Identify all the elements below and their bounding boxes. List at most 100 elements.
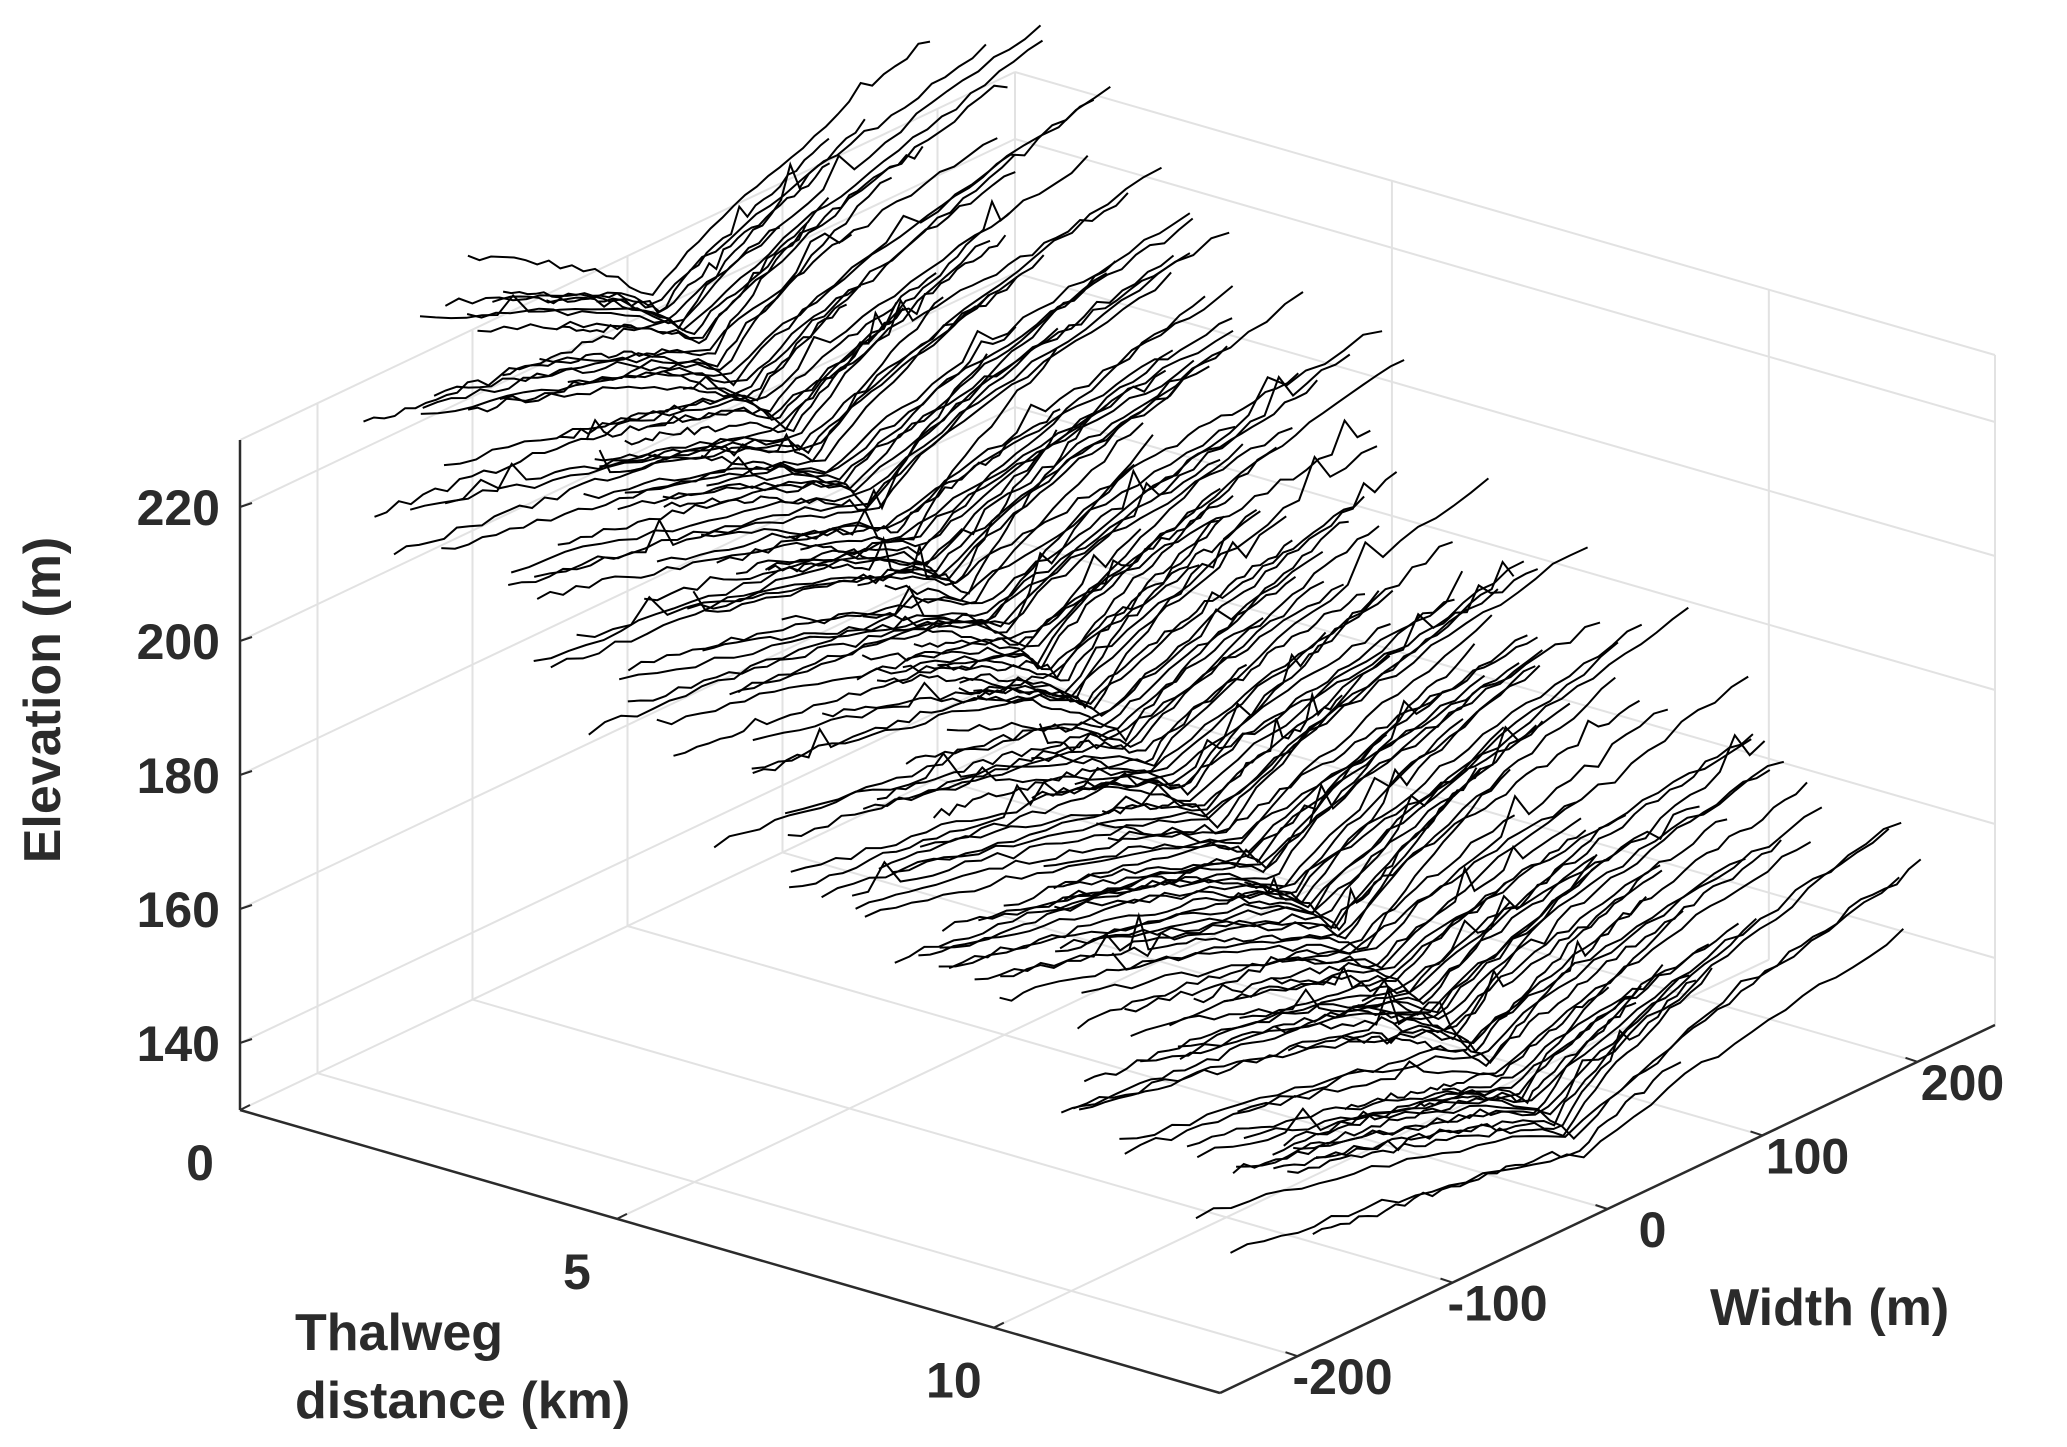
x-tick xyxy=(993,1321,1005,1329)
y-tick xyxy=(1595,1204,1608,1210)
x-axis-line xyxy=(239,1108,1221,1395)
z-tick-label: 140 xyxy=(137,1016,220,1072)
cross-section-line xyxy=(409,239,991,511)
cross-section-line xyxy=(1059,676,1616,950)
tick-marks: 140 160 180 200 220 0 5 10 -200 -100 0 100 200 xyxy=(137,480,2005,1409)
cross-section-line xyxy=(656,443,1244,726)
cross-section-line xyxy=(700,295,1206,548)
cross-section-line xyxy=(1361,781,1808,1045)
cross-section-line xyxy=(891,546,1589,874)
cross-section-line xyxy=(862,583,1345,810)
z-tick-label: 160 xyxy=(137,882,220,938)
cross-section-line xyxy=(1072,853,1598,1110)
cross-section-line xyxy=(1272,943,1710,1156)
cross-section-line xyxy=(663,353,988,511)
cross-section-line xyxy=(1101,690,1343,815)
cross-section-line xyxy=(1043,634,1528,868)
cross-section-line xyxy=(596,145,924,336)
z-tick xyxy=(239,904,253,910)
cross-section-line xyxy=(1081,675,1749,994)
x-axis-label-line-1: Thalweg xyxy=(295,1304,503,1362)
cross-section-line xyxy=(946,525,1380,749)
cross-section-line xyxy=(788,408,1061,541)
cross-section-line xyxy=(363,226,781,423)
cross-section-line xyxy=(594,296,944,463)
cross-section-line xyxy=(729,458,1221,696)
cross-section-line xyxy=(876,515,1225,700)
cross-section-line xyxy=(1243,827,1890,1140)
cross-section-line xyxy=(958,495,1365,705)
cross-section-line xyxy=(1278,733,1754,995)
cross-section-line xyxy=(444,166,1162,505)
cross-section-line xyxy=(533,329,1234,662)
cross-section-line xyxy=(1228,699,1641,930)
y-tick-label: -100 xyxy=(1447,1276,1547,1332)
z-tick xyxy=(239,1038,253,1044)
cross-section-line xyxy=(1003,621,1601,907)
grid-line xyxy=(239,71,1016,441)
cross-section-line xyxy=(999,767,1478,1002)
cross-section-line xyxy=(1230,928,1904,1254)
cross-section-line xyxy=(536,348,1058,600)
cross-section-line xyxy=(1196,821,1902,1159)
cross-section-line xyxy=(649,192,1129,427)
cross-section-line xyxy=(706,252,1191,487)
cross-section-line xyxy=(441,294,991,550)
x-axis-label-line-2: distance (km) xyxy=(295,1372,630,1430)
cross-section-line xyxy=(533,271,1172,578)
cross-section-line xyxy=(1244,767,1482,932)
cross-section-line xyxy=(1287,869,1663,1052)
cross-section-line xyxy=(1316,979,1697,1159)
z-axis-label: Elevation (m) xyxy=(14,537,72,864)
cross-section-line xyxy=(862,359,1405,648)
x-tick xyxy=(616,1212,628,1220)
cross-section-line xyxy=(466,39,1044,332)
cross-section-line xyxy=(510,231,1230,574)
cross-section-line xyxy=(781,353,1351,625)
cross-section-line xyxy=(821,570,1464,899)
cross-section-line xyxy=(1239,769,1771,1021)
cross-section-line xyxy=(1096,643,1476,870)
cross-section-line xyxy=(1340,896,1647,1068)
grid-line xyxy=(239,406,1016,776)
grid-line xyxy=(627,925,1608,1210)
cross-section-line xyxy=(1076,814,1516,1030)
cross-section-line xyxy=(864,614,1493,918)
cross-section-line xyxy=(1140,760,1785,1063)
cross-section-line xyxy=(1392,839,1782,1065)
z-tick-label: 220 xyxy=(137,480,220,536)
grid-line xyxy=(239,540,1016,910)
cross-section-line xyxy=(855,655,1391,910)
cross-section-line xyxy=(939,664,1541,949)
grid-line xyxy=(1014,71,1996,356)
cross-section-line xyxy=(1169,733,1766,1027)
cross-section-line xyxy=(624,217,1194,494)
cross-section-line xyxy=(1031,590,1380,796)
cross-section-line xyxy=(914,541,1453,798)
cross-section-line xyxy=(663,198,1010,433)
cross-section-line xyxy=(1237,841,1812,1113)
axis-labels-group: Elevation (m) Width (m) Thalweg distance… xyxy=(14,537,1949,1430)
cross-section-line xyxy=(941,692,1443,932)
cross-section-line xyxy=(752,564,1200,775)
cross-section-line xyxy=(932,663,1248,819)
cross-section-line xyxy=(894,446,1278,680)
cross-section-line xyxy=(976,520,1349,743)
cross-section-line xyxy=(627,422,1144,672)
y-tick-label: -200 xyxy=(1292,1349,1392,1405)
grid-line xyxy=(239,674,1016,1044)
cross-section-line xyxy=(884,379,1318,605)
cross-section-line xyxy=(1111,708,1669,971)
cross-section-line xyxy=(422,137,998,409)
cross-section-line xyxy=(1442,858,1922,1141)
cross-section-line xyxy=(644,349,1174,602)
cross-section-line xyxy=(1119,806,1823,1140)
cross-section-line xyxy=(751,515,1287,770)
cross-section-line xyxy=(539,99,1095,387)
axis-lines xyxy=(238,440,1996,1395)
cross-section-line xyxy=(948,718,1464,970)
cross-section-line xyxy=(576,291,1304,639)
cross-section-line xyxy=(1063,623,1643,901)
cross-section-line xyxy=(905,575,1297,765)
y-tick-label: 200 xyxy=(1921,1055,2004,1111)
